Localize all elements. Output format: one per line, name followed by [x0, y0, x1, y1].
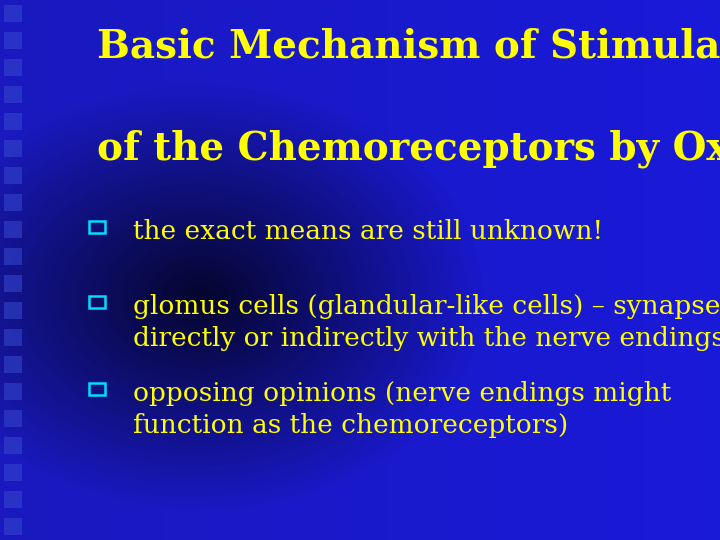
- Text: the exact means are still unknown!: the exact means are still unknown!: [133, 219, 603, 244]
- Bar: [4, 248, 22, 265]
- Text: opposing opinions (nerve endings might
function as the chemoreceptors): opposing opinions (nerve endings might f…: [133, 381, 672, 438]
- Bar: [4, 356, 22, 373]
- Bar: [4, 140, 22, 157]
- Bar: [4, 221, 22, 238]
- Bar: [4, 383, 22, 400]
- Bar: [4, 5, 22, 22]
- Bar: [4, 437, 22, 454]
- Bar: [4, 410, 22, 427]
- Bar: [4, 86, 22, 103]
- Bar: [4, 194, 22, 211]
- Text: glomus cells (glandular-like cells) – synapse
directly or indirectly with the ne: glomus cells (glandular-like cells) – sy…: [133, 294, 720, 352]
- Bar: [4, 32, 22, 49]
- Bar: [4, 302, 22, 319]
- Bar: [4, 113, 22, 130]
- Bar: [4, 491, 22, 508]
- Bar: [4, 464, 22, 481]
- Text: Basic Mechanism of Stimulation: Basic Mechanism of Stimulation: [97, 27, 720, 65]
- Bar: [4, 518, 22, 535]
- Bar: [4, 275, 22, 292]
- Bar: [4, 59, 22, 76]
- Text: of the Chemoreceptors by Oxygen: of the Chemoreceptors by Oxygen: [97, 130, 720, 168]
- Bar: [4, 329, 22, 346]
- Bar: [4, 167, 22, 184]
